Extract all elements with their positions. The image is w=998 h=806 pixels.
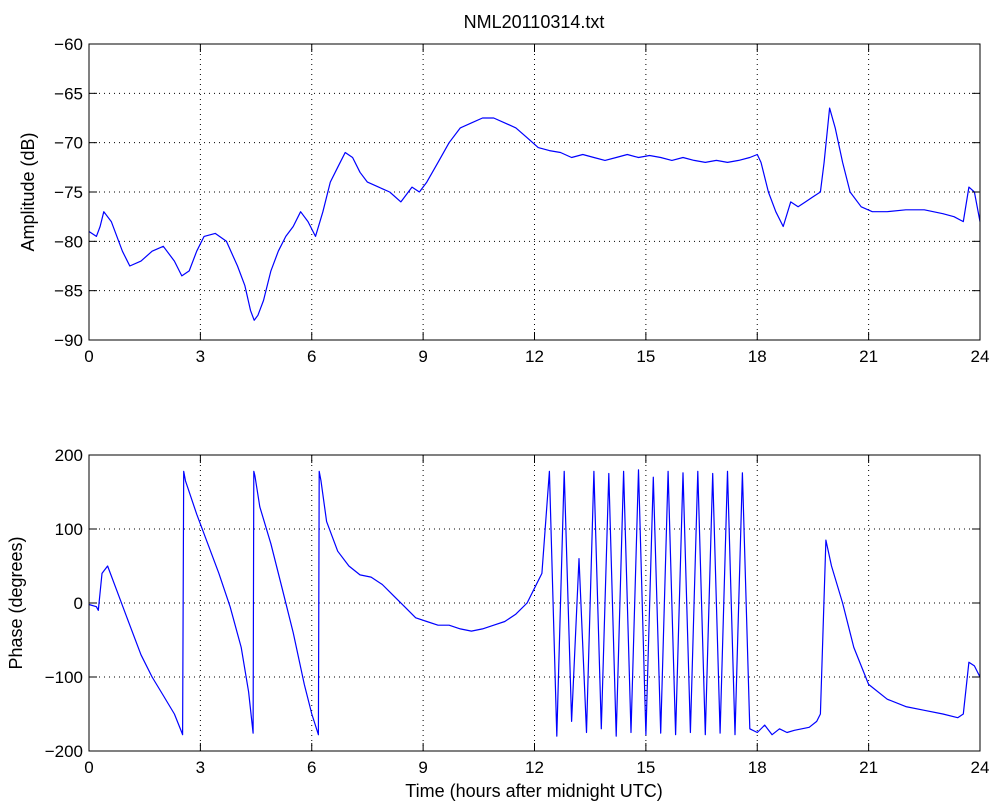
amplitude-x-tick-label: 24 [971, 347, 990, 366]
phase-x-tick-label: 6 [307, 758, 316, 777]
amplitude-y-tick-label: −85 [54, 282, 83, 301]
phase-grid [89, 455, 980, 751]
amplitude-x-tick-label: 12 [525, 347, 544, 366]
phase-x-ticks: 0 3 6 9 12 15 18 21 24 [84, 455, 989, 777]
phase-y-tick-label: −100 [45, 668, 83, 687]
amplitude-x-tick-label: 9 [418, 347, 427, 366]
phase-x-tick-label: 18 [748, 758, 767, 777]
amplitude-y-tick-label: −70 [54, 134, 83, 153]
phase-x-tick-label: 3 [196, 758, 205, 777]
amplitude-y-tick-label: −80 [54, 232, 83, 251]
phase-series-line [88, 469, 981, 737]
amplitude-x-tick-label: 21 [859, 347, 878, 366]
amplitude-series-line [88, 107, 981, 321]
phase-y-tick-label: 100 [55, 520, 83, 539]
amplitude-series [88, 107, 981, 321]
phase-series [88, 469, 981, 737]
amplitude-y-tick-label: −90 [54, 331, 83, 350]
chart-title: NML20110314.txt [464, 12, 605, 32]
phase-y-axis-label: Phase (degrees) [6, 536, 26, 669]
phase-x-tick-label: 0 [84, 758, 93, 777]
phase-y-tick-label: 0 [74, 594, 83, 613]
amplitude-y-tick-label: −60 [54, 35, 83, 54]
amplitude-panel: 0 3 6 9 12 15 18 21 24 −90 −85 −80 −75 −70 −65 −60 Amp… [18, 35, 989, 366]
phase-x-tick-label: 9 [418, 758, 427, 777]
amplitude-x-tick-label: 0 [84, 347, 93, 366]
amplitude-grid [89, 44, 980, 340]
phase-panel: 0 3 6 9 12 15 18 21 24 −200 −100 0 100 200 Phase (de… [6, 446, 989, 801]
phase-x-tick-label: 21 [859, 758, 878, 777]
phase-y-tick-label: −200 [45, 742, 83, 761]
amplitude-y-tick-label: −75 [54, 183, 83, 202]
phase-y-tick-label: 200 [55, 446, 83, 465]
amplitude-y-axis-label: Amplitude (dB) [18, 132, 38, 251]
phase-x-tick-label: 24 [971, 758, 990, 777]
amplitude-x-tick-label: 15 [636, 347, 655, 366]
phase-x-tick-label: 15 [636, 758, 655, 777]
amplitude-x-tick-label: 3 [196, 347, 205, 366]
amplitude-y-tick-label: −65 [54, 84, 83, 103]
phase-x-tick-label: 12 [525, 758, 544, 777]
amplitude-x-ticks: 0 3 6 9 12 15 18 21 24 [84, 44, 989, 366]
amplitude-y-ticks: −90 −85 −80 −75 −70 −65 −60 [54, 35, 980, 350]
phase-x-axis-label: Time (hours after midnight UTC) [405, 781, 662, 801]
phase-y-ticks: −200 −100 0 100 200 [45, 446, 980, 761]
amplitude-x-tick-label: 18 [748, 347, 767, 366]
amplitude-x-tick-label: 6 [307, 347, 316, 366]
